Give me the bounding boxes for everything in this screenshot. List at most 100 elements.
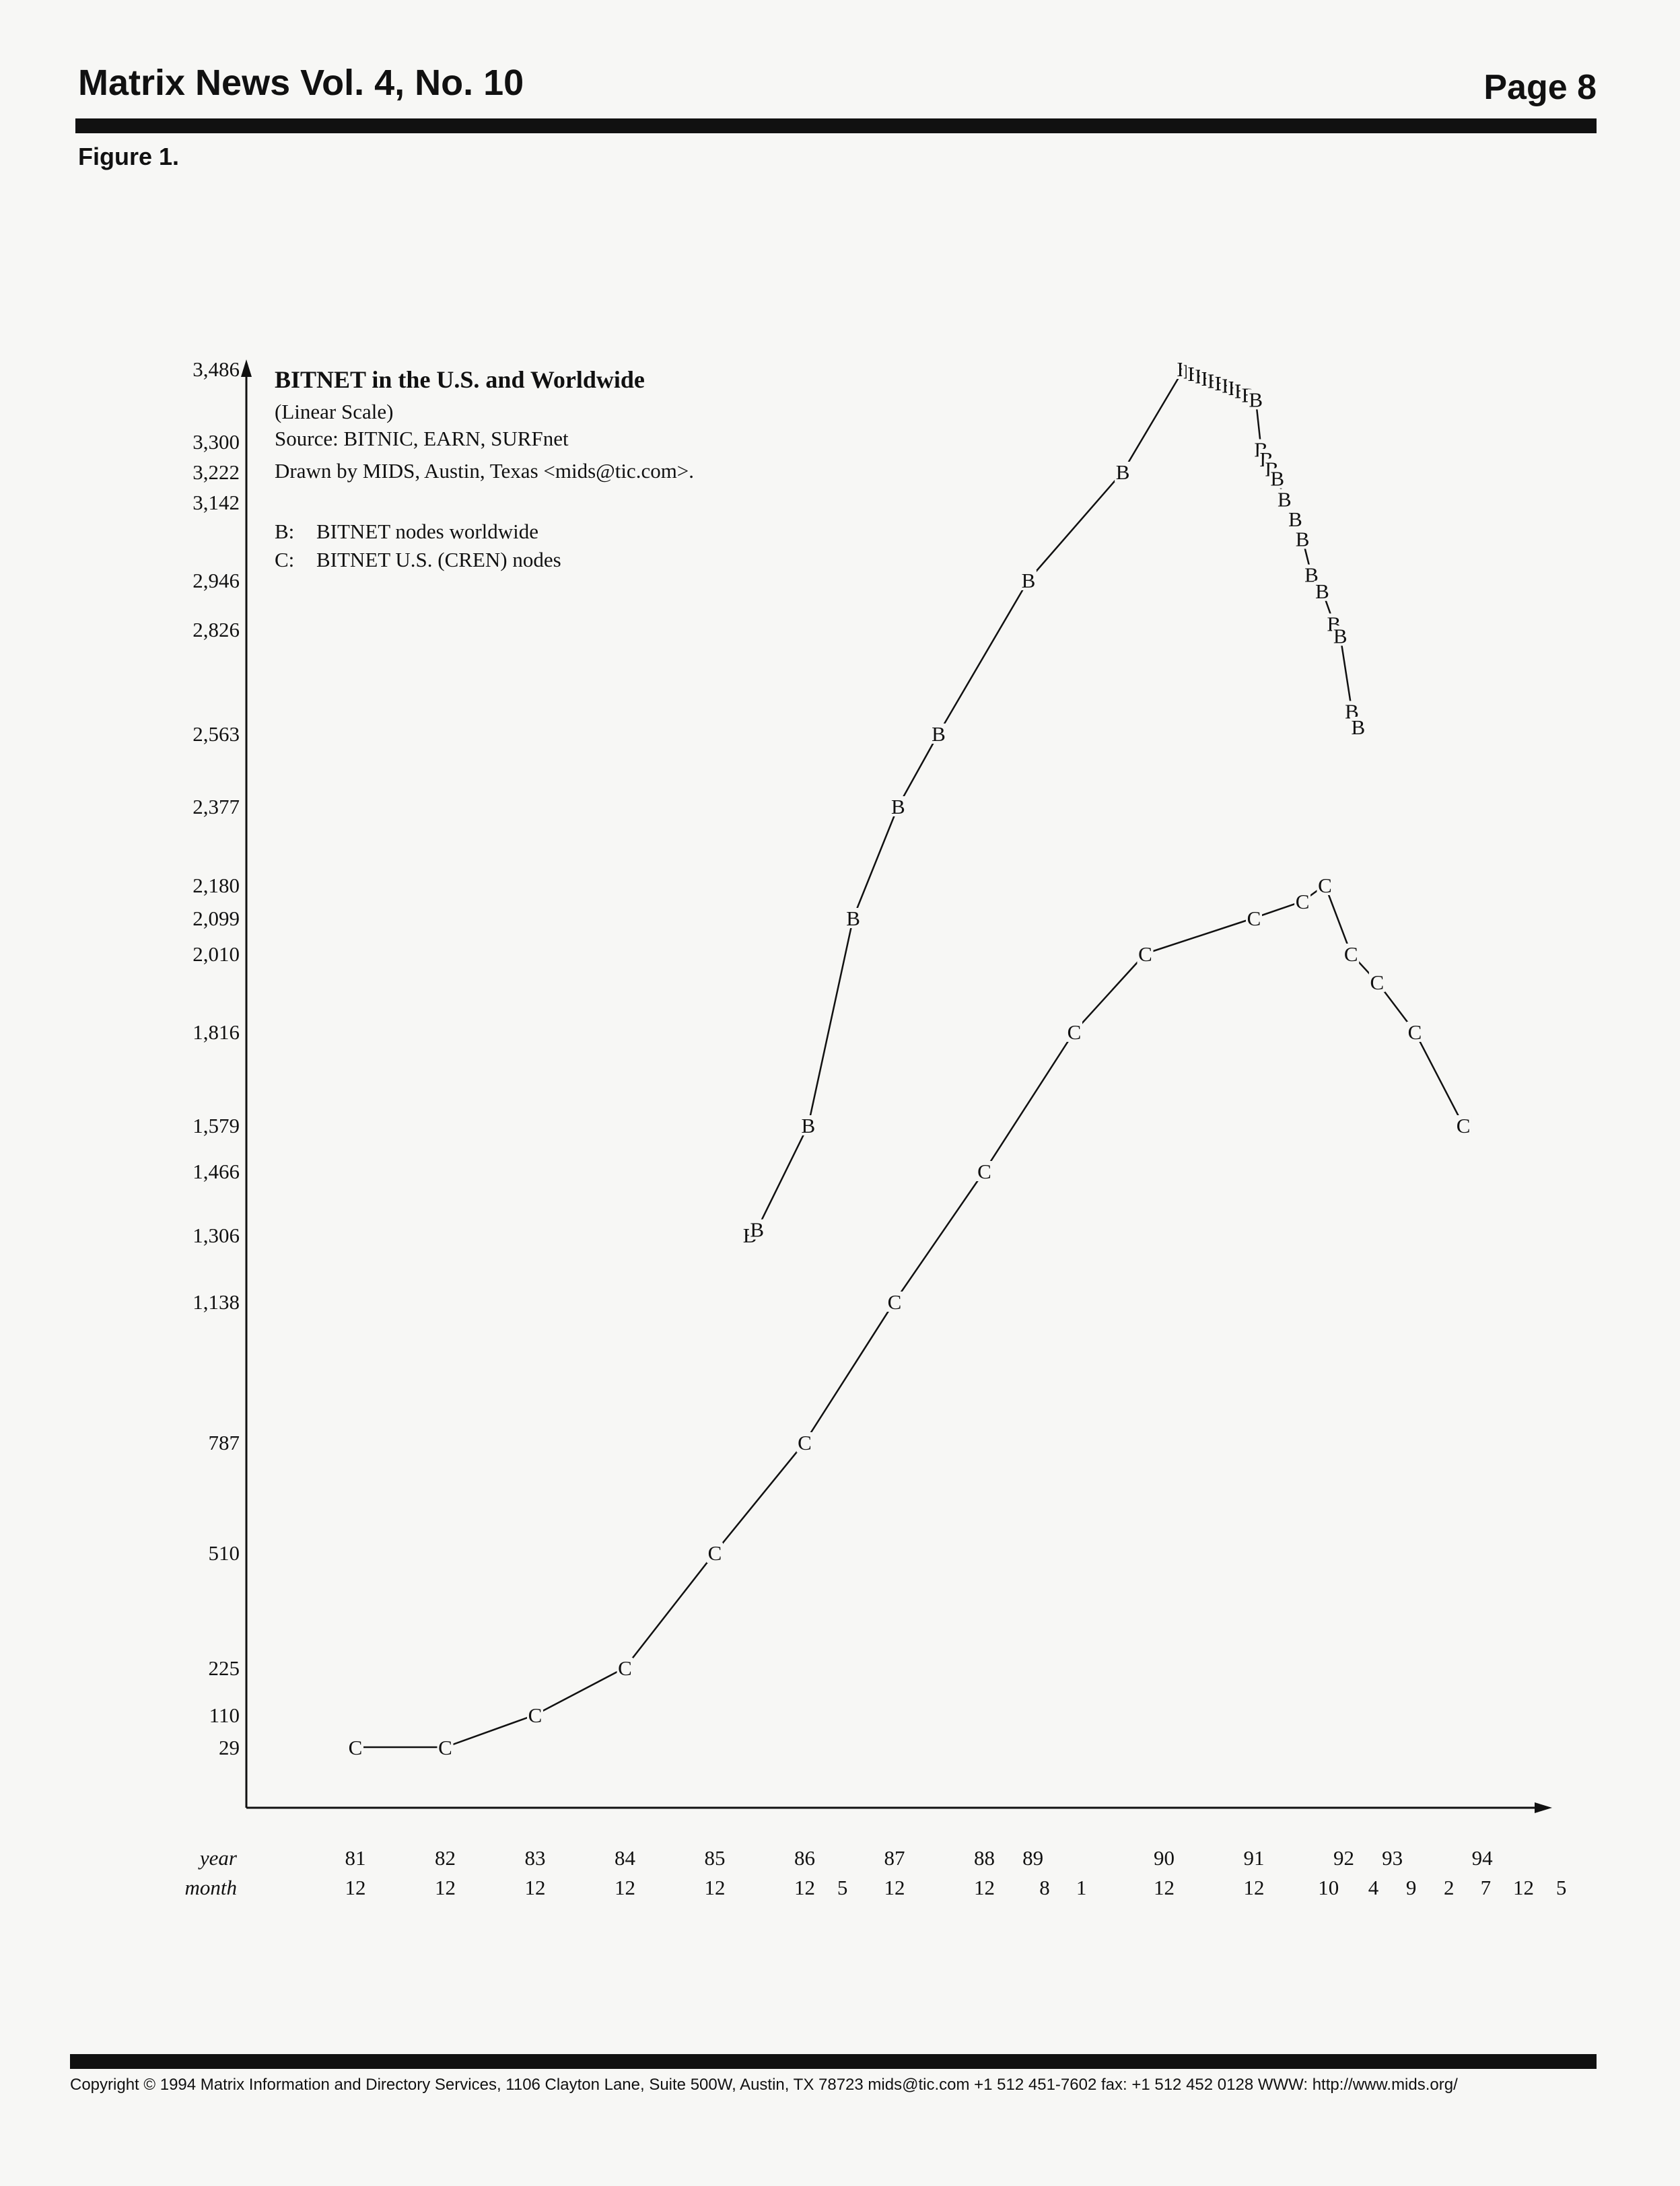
y-tick-label: 3,300 <box>193 430 240 454</box>
marker-bg <box>1455 1115 1472 1135</box>
x-year-label: 91 <box>1244 1846 1265 1870</box>
marker-bg <box>1317 875 1333 895</box>
y-tick-label: 225 <box>209 1656 240 1680</box>
marker-bg <box>1115 462 1131 482</box>
data-point-c: C <box>1344 942 1358 966</box>
month-row-label: month <box>185 1876 238 1899</box>
x-month-label: 12 <box>794 1876 815 1899</box>
x-month-label: 7 <box>1481 1876 1492 1899</box>
x-year-label: 90 <box>1154 1846 1175 1870</box>
data-point-c: C <box>888 1290 902 1314</box>
x-year-label: 94 <box>1472 1846 1494 1870</box>
marker-bg <box>1276 489 1293 509</box>
marker-bg <box>1020 570 1037 590</box>
data-point-b: B <box>846 907 860 930</box>
y-tick-label: 3,486 <box>193 357 240 381</box>
header-title: Matrix News Vol. 4, No. 10 <box>78 63 524 103</box>
chart-subtitle-line: Source: BITNIC, EARN, SURFnet <box>275 427 569 450</box>
marker-bg <box>1269 468 1286 489</box>
x-year-label: 81 <box>345 1846 366 1870</box>
data-point-b: B <box>1116 460 1130 484</box>
y-tick-label: 1,306 <box>193 1224 240 1247</box>
marker-bg <box>976 1161 993 1181</box>
x-month-label: 9 <box>1406 1876 1417 1899</box>
x-year-label: 89 <box>1022 1846 1043 1870</box>
footer-copyright: Copyright © 1994 Matrix Information and … <box>70 2076 1458 2094</box>
series-markers: BBBBBBBBBBBBBBBBBBBBBBBBBBBBBBBBBCCCCCCC… <box>347 357 1472 1759</box>
data-point-b: B <box>1315 579 1329 603</box>
x-month-label: 2 <box>1444 1876 1455 1899</box>
x-year-label: 84 <box>615 1846 636 1870</box>
marker-bg <box>796 1432 813 1452</box>
data-point-b: B <box>932 722 946 746</box>
x-month-label: 12 <box>974 1876 995 1899</box>
data-point-b: B <box>1249 388 1263 411</box>
page-number: Page 8 <box>1483 68 1597 107</box>
y-tick-label: 1,138 <box>193 1290 240 1314</box>
x-year-label: 87 <box>884 1846 905 1870</box>
y-tick-label: 3,142 <box>193 491 240 514</box>
y-tick-label: 2,826 <box>193 618 240 641</box>
legend-label-b: BITNET nodes worldwide <box>316 520 538 543</box>
x-month-label: 5 <box>837 1876 848 1899</box>
chart-title: BITNET in the U.S. and Worldwide <box>275 366 645 393</box>
data-point-c: C <box>1457 1114 1471 1137</box>
series-line-b <box>749 367 1360 1236</box>
series-line-c <box>355 884 1465 1749</box>
marker-bg <box>617 1658 633 1678</box>
marker-bg <box>347 1737 363 1757</box>
data-point-c: C <box>528 1703 542 1727</box>
marker-bg <box>1294 528 1311 549</box>
data-point-c: C <box>618 1656 632 1680</box>
y-tick-label: 1,816 <box>193 1020 240 1044</box>
y-tick-label: 3,222 <box>193 460 240 484</box>
data-point-c: C <box>977 1160 991 1183</box>
y-tick-label: 2,180 <box>193 874 240 897</box>
marker-bg <box>1137 944 1154 964</box>
marker-bg <box>748 1219 765 1240</box>
data-point-b: B <box>1352 715 1366 739</box>
data-point-c: C <box>1318 874 1332 897</box>
x-month-label: 4 <box>1368 1876 1379 1899</box>
x-month-label: 12 <box>435 1876 456 1899</box>
x-month-label: 12 <box>1513 1876 1534 1899</box>
data-point-c: C <box>1068 1020 1082 1044</box>
data-point-b: B <box>1333 624 1348 647</box>
x-year-label: 93 <box>1382 1846 1403 1870</box>
series-lines <box>355 367 1465 1749</box>
y-tick-label: 787 <box>209 1431 240 1454</box>
marker-bg <box>1332 625 1349 646</box>
marker-bg <box>1246 908 1262 928</box>
data-point-c: C <box>708 1541 722 1565</box>
x-month-label: 12 <box>1244 1876 1265 1899</box>
marker-bg <box>890 796 907 816</box>
header-rule <box>75 118 1597 133</box>
legend: B: BITNET nodes worldwide C: BITNET U.S.… <box>275 520 561 571</box>
data-point-c: C <box>1370 971 1385 994</box>
y-tick-label: 2,946 <box>193 569 240 592</box>
marker-bg <box>1350 716 1366 737</box>
marker-bg <box>886 1292 903 1312</box>
x-month-label: 10 <box>1318 1876 1339 1899</box>
x-month-label: 1 <box>1076 1876 1087 1899</box>
y-tick-label: 510 <box>209 1541 240 1565</box>
chart-subtitle-line: (Linear Scale) <box>275 400 393 423</box>
marker-bg <box>1314 580 1331 601</box>
x-year-label: 82 <box>435 1846 456 1870</box>
x-month-label: 12 <box>345 1876 366 1899</box>
data-point-b: B <box>750 1218 764 1242</box>
marker-bg <box>1368 971 1385 992</box>
marker-bg <box>930 724 947 744</box>
y-tick-labels: 3,486 3,300 3,222 3,142 2,946 2,826 2,563 2,377… <box>193 357 240 1759</box>
y-tick-label: 110 <box>209 1703 240 1727</box>
data-point-b: B <box>891 795 905 818</box>
figure-label: Figure 1. <box>78 143 180 170</box>
x-tick-labels: year month 81 82 83 84 85 86 87 88 89 90 91 92 93 941… <box>185 1846 1567 1899</box>
marker-bg <box>527 1705 543 1725</box>
y-tick-label: 2,099 <box>193 907 240 930</box>
data-point-c: C <box>438 1736 452 1759</box>
x-year-label: 85 <box>705 1846 726 1870</box>
data-point-b: B <box>1022 569 1036 592</box>
y-tick-label: 1,579 <box>193 1114 240 1137</box>
